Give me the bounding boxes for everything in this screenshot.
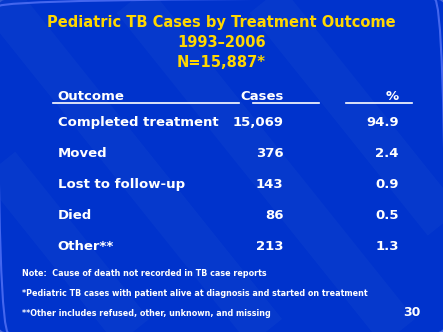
Text: 1993–2006: 1993–2006 (177, 35, 266, 50)
Text: 376: 376 (256, 147, 284, 160)
Text: 0.5: 0.5 (375, 209, 399, 222)
Text: Died: Died (58, 209, 92, 222)
Text: **Other includes refused, other, unknown, and missing: **Other includes refused, other, unknown… (22, 309, 271, 318)
Text: 0.9: 0.9 (375, 178, 399, 191)
Text: Pediatric TB Cases by Treatment Outcome: Pediatric TB Cases by Treatment Outcome (47, 15, 396, 30)
Text: Note:  Cause of death not recorded in TB case reports: Note: Cause of death not recorded in TB … (22, 269, 267, 278)
Text: Lost to follow-up: Lost to follow-up (58, 178, 185, 191)
Text: Cases: Cases (240, 90, 284, 103)
Text: N=15,887*: N=15,887* (177, 55, 266, 70)
Text: 1.3: 1.3 (375, 240, 399, 253)
Text: 30: 30 (404, 306, 421, 319)
Text: Outcome: Outcome (58, 90, 124, 103)
Text: 86: 86 (265, 209, 284, 222)
Text: 94.9: 94.9 (366, 116, 399, 129)
Text: 213: 213 (256, 240, 284, 253)
Text: *Pediatric TB cases with patient alive at diagnosis and started on treatment: *Pediatric TB cases with patient alive a… (22, 289, 368, 298)
Text: 15,069: 15,069 (233, 116, 284, 129)
Text: %: % (385, 90, 399, 103)
Text: 2.4: 2.4 (375, 147, 399, 160)
Text: Moved: Moved (58, 147, 107, 160)
Text: 143: 143 (256, 178, 284, 191)
Text: Completed treatment: Completed treatment (58, 116, 218, 129)
Text: Other**: Other** (58, 240, 114, 253)
